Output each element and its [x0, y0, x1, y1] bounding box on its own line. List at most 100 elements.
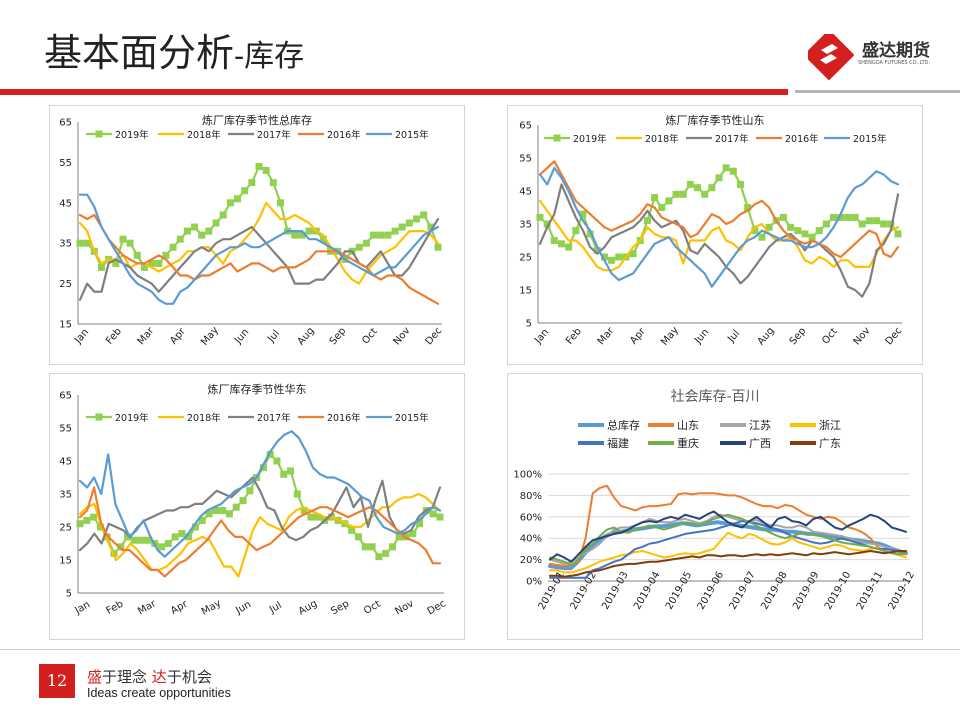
y-tick-label: 55 — [519, 154, 532, 165]
y-tick-label: 65 — [519, 121, 532, 132]
data-point — [241, 187, 249, 195]
logo-name-en: SHENGDA FUTURES CO.,LTD. — [858, 60, 931, 66]
legend-label: 江苏 — [749, 419, 771, 432]
y-tick-label: 45 — [519, 187, 532, 198]
data-point — [608, 256, 616, 264]
y-tick-label: 55 — [59, 158, 72, 169]
data-point — [765, 223, 773, 231]
series-line — [78, 217, 440, 301]
legend-label: 山东 — [677, 419, 699, 432]
chart-panel-social: 社会库存-百川 0% 20% 40% 60% 80% 100% 2019-01 2019-02 2… — [507, 373, 923, 640]
x-tick-label: Jul — [265, 328, 282, 345]
data-point — [686, 180, 694, 188]
data-point — [205, 510, 213, 518]
chart-panel-total: 炼厂库存季节性总库存 15 25 35 45 55 65 Jan Feb Mar Apr May Jun… — [49, 105, 465, 365]
data-point — [300, 507, 308, 514]
x-tick-label: May — [200, 598, 223, 618]
x-tick-label: Aug — [296, 325, 317, 347]
data-point — [361, 543, 369, 551]
x-tick-label: Mar — [136, 325, 157, 347]
legend-label: 2015年 — [853, 133, 887, 145]
data-point — [97, 263, 105, 271]
y-tick-label: 5 — [526, 319, 532, 330]
data-point — [155, 259, 163, 267]
data-point — [232, 503, 240, 511]
series-line — [538, 166, 900, 262]
data-point — [830, 213, 838, 221]
data-point — [398, 223, 406, 231]
chart-social: 社会库存-百川0%20%40%60%80%100%2019-01 2019-02 2… — [513, 389, 917, 612]
data-point — [148, 259, 156, 267]
data-point — [140, 263, 148, 271]
series-line — [549, 520, 907, 579]
data-point — [293, 490, 301, 498]
legend-label: 2017年 — [715, 133, 749, 145]
data-point — [822, 220, 830, 228]
y-tick-label: 55 — [59, 424, 72, 435]
data-point — [779, 213, 787, 221]
data-point — [273, 457, 281, 465]
x-tick-label: Aug — [297, 598, 319, 617]
data-point — [219, 211, 227, 219]
legend-label: 总库存 — [607, 418, 640, 432]
x-tick-label: Mar — [136, 598, 159, 617]
legend-label: 2016年 — [785, 133, 819, 145]
data-point — [144, 536, 152, 544]
data-point — [368, 543, 376, 551]
data-point — [873, 217, 881, 225]
data-point — [83, 239, 91, 247]
data-point — [701, 190, 709, 198]
data-point — [722, 164, 730, 172]
data-point — [162, 251, 170, 259]
data-point — [370, 231, 378, 239]
x-tick-label: 2019-09 — [791, 570, 821, 612]
y-tick-label: 20% — [520, 555, 542, 566]
data-point — [234, 195, 242, 203]
legend-label: 2019年 — [115, 412, 149, 424]
data-point — [679, 190, 687, 198]
data-point — [212, 507, 220, 514]
chart-panel-shandong: 炼厂库存季节性山东 5 15 25 35 45 55 65 Jan Feb Mar Apr May Jun… — [507, 105, 923, 365]
legend-label: 2019年 — [573, 133, 607, 145]
x-tick-label: Nov — [852, 325, 873, 347]
data-point — [382, 549, 390, 557]
x-tick-label: Jun — [232, 327, 251, 347]
data-point — [572, 227, 580, 235]
data-point — [395, 533, 403, 541]
legend-label: 2016年 — [327, 129, 361, 141]
x-tick-label: 2019-11 — [855, 570, 885, 612]
x-tick-label: 2019-08 — [759, 570, 789, 612]
data-point — [198, 231, 206, 239]
data-point — [420, 211, 428, 219]
series-line — [538, 199, 900, 272]
data-point — [198, 516, 206, 524]
y-tick-label: 35 — [519, 220, 532, 231]
legend-label: 浙江 — [819, 419, 841, 432]
data-point — [76, 520, 84, 528]
data-point — [183, 227, 191, 235]
y-tick-label: 65 — [59, 118, 72, 129]
data-point — [117, 543, 125, 551]
data-point — [837, 213, 845, 221]
data-point — [137, 536, 145, 544]
data-point — [266, 450, 274, 458]
data-point — [887, 220, 895, 228]
data-point — [319, 235, 327, 243]
legend-label: 2015年 — [395, 412, 429, 424]
data-point — [219, 507, 227, 514]
data-point — [413, 215, 421, 223]
x-tick-label: Dec — [426, 598, 448, 617]
x-tick-label: 2019-03 — [600, 570, 630, 612]
y-tick-label: 25 — [59, 523, 72, 534]
x-tick-label: Oct — [362, 599, 383, 617]
data-point — [226, 199, 234, 207]
x-tick-label: Sep — [329, 598, 351, 617]
data-point — [844, 213, 852, 221]
x-tick-label: Sep — [328, 326, 349, 348]
slogan-cn: 盛于理念 达于机会 — [87, 668, 212, 686]
y-tick-label: 80% — [520, 491, 542, 502]
data-point — [124, 533, 132, 541]
data-point — [858, 220, 866, 228]
x-tick-label: Aug — [756, 325, 777, 347]
series-line — [538, 166, 900, 288]
